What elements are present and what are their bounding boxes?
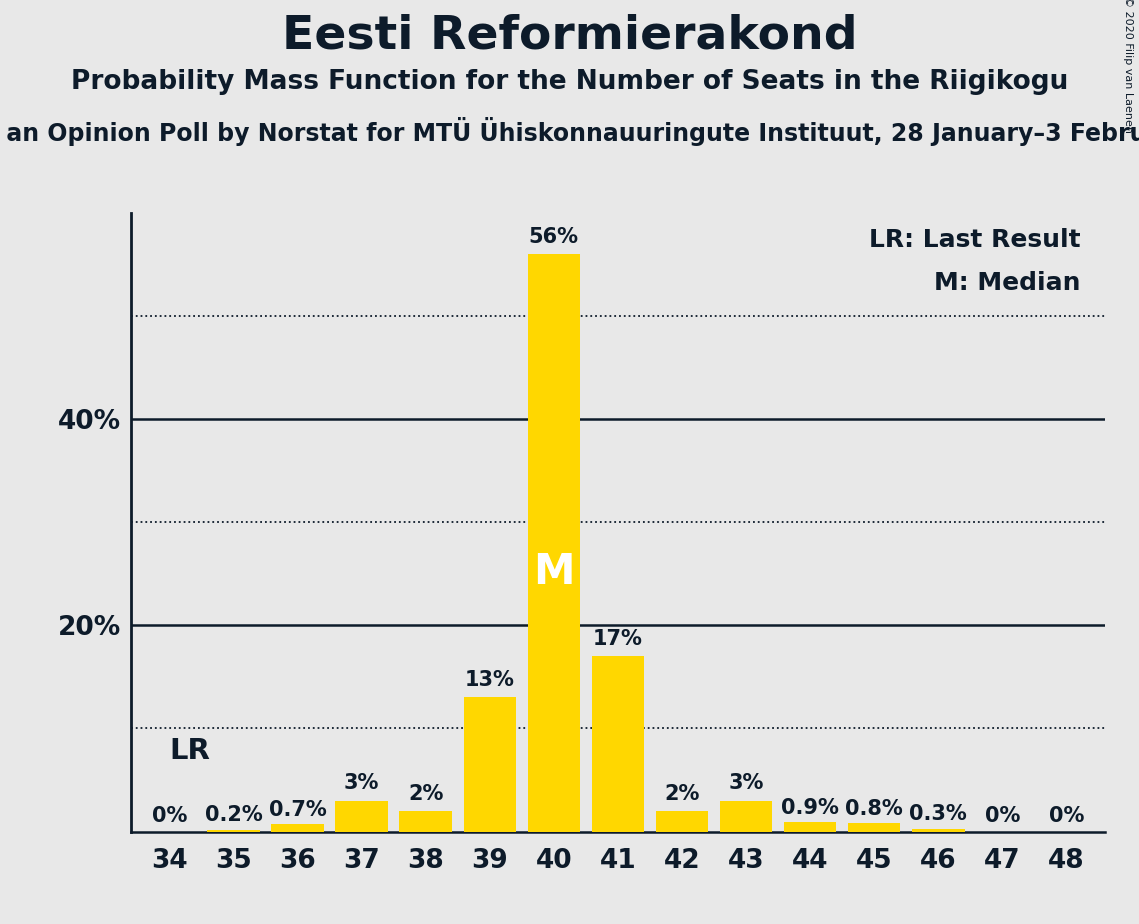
Text: 0.8%: 0.8% (845, 799, 903, 820)
Text: 0%: 0% (984, 807, 1021, 826)
Text: 17%: 17% (593, 629, 642, 649)
Text: 0.2%: 0.2% (205, 806, 262, 825)
Text: 3%: 3% (344, 773, 379, 794)
Bar (656, 811, 708, 832)
Text: © 2020 Filip van Laenen: © 2020 Filip van Laenen (1123, 0, 1133, 133)
Text: Eesti Reformierakond: Eesti Reformierakond (281, 14, 858, 59)
Text: 2%: 2% (664, 784, 699, 804)
Bar (271, 824, 323, 832)
Text: 13%: 13% (465, 670, 515, 690)
Bar (912, 829, 965, 832)
Bar (847, 823, 901, 832)
Text: 0%: 0% (1049, 807, 1084, 826)
Text: M: Median: M: Median (934, 272, 1081, 296)
Text: 0.3%: 0.3% (909, 805, 967, 824)
Text: LR: LR (170, 737, 211, 765)
Text: Probability Mass Function for the Number of Seats in the Riigikogu: Probability Mass Function for the Number… (71, 69, 1068, 95)
Bar (464, 698, 516, 832)
Text: M: M (533, 551, 574, 592)
Text: 3%: 3% (728, 773, 764, 794)
Text: 0.7%: 0.7% (269, 800, 327, 821)
Bar (720, 800, 772, 832)
Text: 2%: 2% (408, 784, 443, 804)
Text: 56%: 56% (528, 226, 579, 247)
Text: on an Opinion Poll by Norstat for MTÜ Ühiskonnauuringute Instituut, 28 January–3: on an Opinion Poll by Norstat for MTÜ Üh… (0, 117, 1139, 146)
Bar (784, 822, 836, 832)
Bar (207, 830, 260, 832)
Bar (527, 254, 580, 832)
Bar (335, 800, 388, 832)
Text: LR: Last Result: LR: Last Result (869, 228, 1081, 252)
Bar (591, 656, 645, 832)
Text: 0%: 0% (151, 807, 187, 826)
Bar (400, 811, 452, 832)
Text: 0.9%: 0.9% (781, 798, 839, 818)
